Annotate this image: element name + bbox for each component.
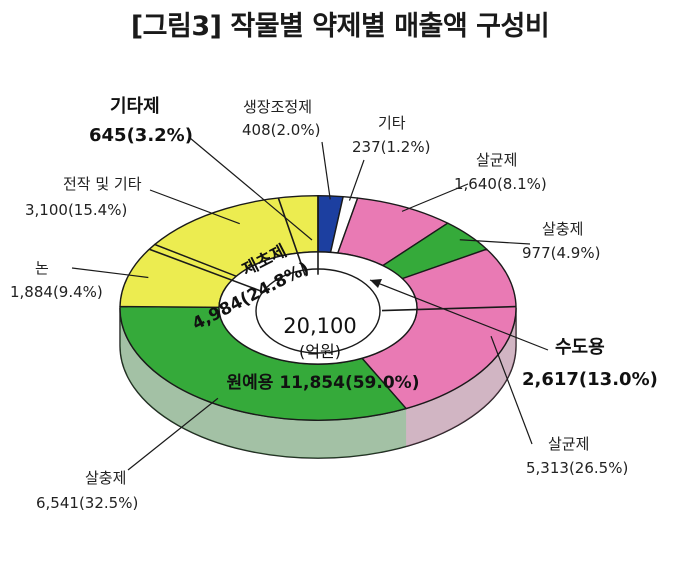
leader-lines [71,137,549,471]
side-face-4 [406,308,516,447]
outer-ring-slices [119,195,517,421]
value-rice: 2,617(13.0%) [522,369,658,390]
label-upland: 전작 및 기타 [63,175,142,193]
value-other-agent: 645(3.2%) [89,125,193,146]
value-upland: 3,100(15.4%) [25,201,127,219]
leader-other [348,159,365,201]
inner-ring [218,251,418,365]
leader-growth-regulator [321,141,331,200]
label-other-agent: 기타제 [110,96,160,117]
label-fungicide-rice: 살균제 [476,151,517,169]
leader-rice-arrowhead [370,279,382,288]
value-fungicide-rice: 1,640(8.1%) [454,175,547,193]
label-insecticide-rice: 살충제 [542,220,583,238]
label-other: 기타 [378,114,406,132]
group-divider-2 [149,248,264,293]
inner-label-horticulture: 원예용 11,854(59.0%) [227,373,420,393]
leader-insecticide-rice [459,239,531,245]
label-growth-regulator: 생장조정제 [243,98,312,116]
label-fungicide-hort: 살균제 [548,435,589,453]
side-face-5 [120,308,407,459]
value-fungicide-hort: 5,313(26.5%) [526,459,628,477]
leader-fungicide-hort [490,335,533,445]
total-unit: (억원) [299,342,341,361]
value-other: 237(1.2%) [352,138,430,156]
value-insecticide-rice: 977(4.9%) [522,244,600,262]
leader-paddy [71,267,149,279]
value-growth-regulator: 408(2.0%) [242,121,320,139]
label-paddy: 논 [35,259,49,277]
total-value: 20,100 [283,314,356,338]
leader-other-agent [189,137,313,241]
value-paddy: 1,884(9.4%) [10,283,103,301]
label-rice: 수도용 [555,337,605,358]
leader-fungicide-rice [401,183,469,212]
label-insecticide-hort: 살충제 [85,469,126,487]
inner-dividers [149,195,517,312]
leader-rice [369,279,549,351]
group-divider-3 [277,197,306,276]
value-insecticide-hort: 6,541(32.5%) [36,494,138,512]
group-divider-1 [381,305,517,312]
chart-title: [그림3] 작물별 약제별 매출액 구성비 [130,11,550,42]
leader-upland [149,189,240,225]
leader-insecticide-hort [127,397,219,471]
